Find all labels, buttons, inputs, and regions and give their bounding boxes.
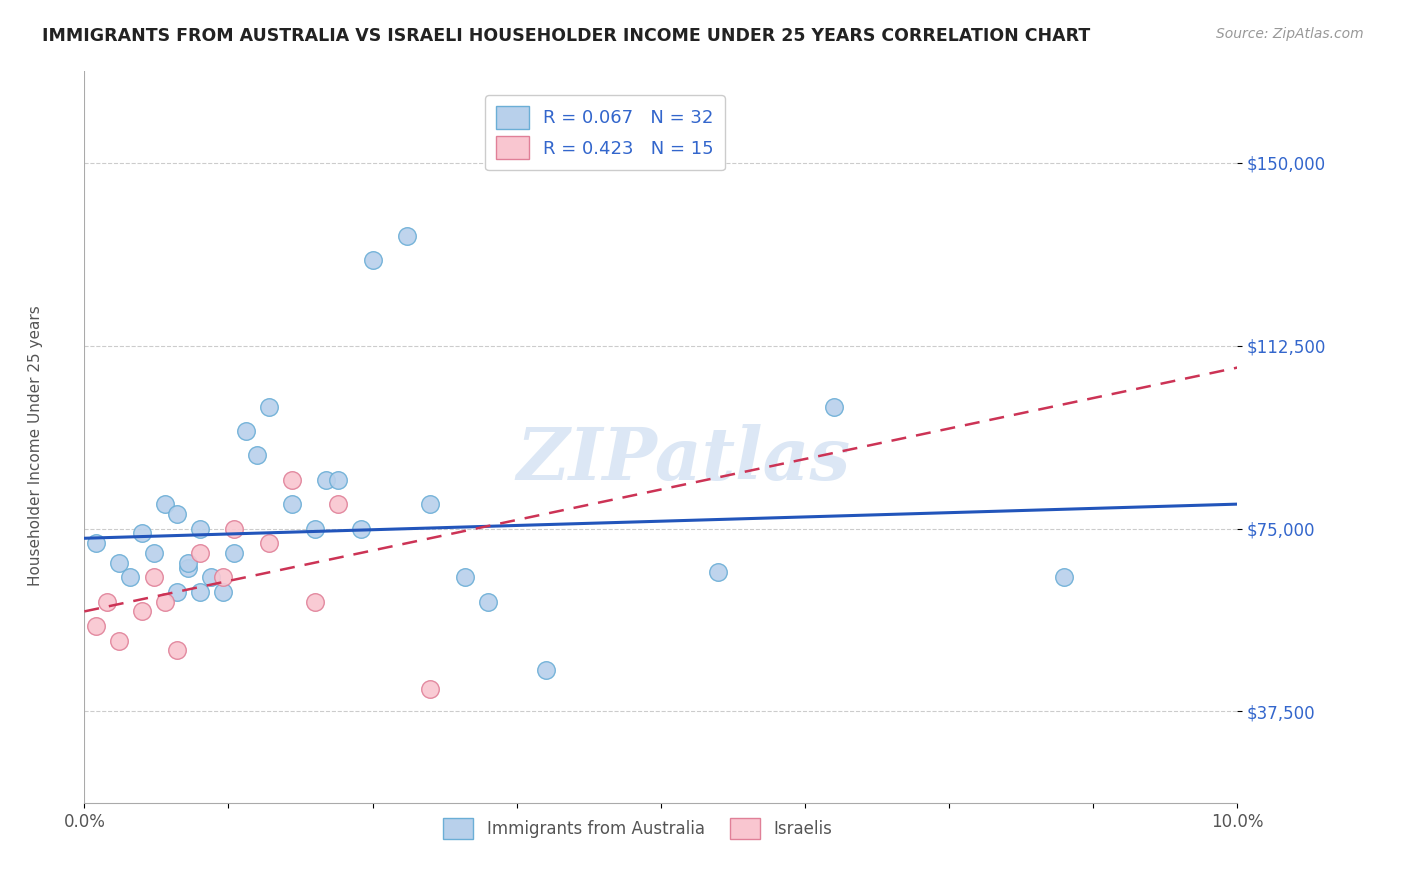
Point	[304, 594, 326, 608]
Point	[361, 253, 384, 268]
Point	[534, 663, 557, 677]
Point	[246, 448, 269, 462]
Point	[224, 521, 246, 535]
Point	[477, 594, 499, 608]
Point	[188, 546, 211, 560]
Point	[188, 521, 211, 535]
Point	[281, 497, 304, 511]
Point	[84, 619, 107, 633]
Point	[200, 570, 222, 584]
Point	[326, 497, 349, 511]
Point	[96, 594, 118, 608]
Point	[142, 570, 165, 584]
Text: IMMIGRANTS FROM AUSTRALIA VS ISRAELI HOUSEHOLDER INCOME UNDER 25 YEARS CORRELATI: IMMIGRANTS FROM AUSTRALIA VS ISRAELI HOU…	[42, 27, 1091, 45]
Text: ZIPatlas: ZIPatlas	[517, 424, 851, 494]
Point	[1053, 570, 1076, 584]
Point	[108, 556, 131, 570]
Point	[281, 473, 304, 487]
Point	[257, 536, 280, 550]
Point	[419, 497, 441, 511]
Point	[84, 536, 107, 550]
Point	[153, 497, 176, 511]
Point	[131, 526, 153, 541]
Point	[211, 585, 233, 599]
Point	[166, 643, 188, 657]
Point	[166, 507, 188, 521]
Point	[224, 546, 246, 560]
Point	[823, 400, 845, 414]
Point	[419, 682, 441, 697]
Point	[153, 594, 176, 608]
Point	[326, 473, 349, 487]
Point	[131, 604, 153, 618]
Point	[108, 633, 131, 648]
Point	[396, 228, 419, 243]
Legend: Immigrants from Australia, Israelis: Immigrants from Australia, Israelis	[437, 811, 839, 846]
Point	[235, 424, 257, 438]
Point	[142, 546, 165, 560]
Point	[211, 570, 233, 584]
Point	[188, 585, 211, 599]
Point	[304, 521, 326, 535]
Text: Householder Income Under 25 years: Householder Income Under 25 years	[28, 306, 42, 586]
Point	[177, 556, 200, 570]
Point	[315, 473, 337, 487]
Point	[177, 560, 200, 574]
Point	[257, 400, 280, 414]
Point	[454, 570, 477, 584]
Point	[707, 566, 730, 580]
Point	[166, 585, 188, 599]
Text: Source: ZipAtlas.com: Source: ZipAtlas.com	[1216, 27, 1364, 41]
Point	[120, 570, 142, 584]
Point	[350, 521, 373, 535]
